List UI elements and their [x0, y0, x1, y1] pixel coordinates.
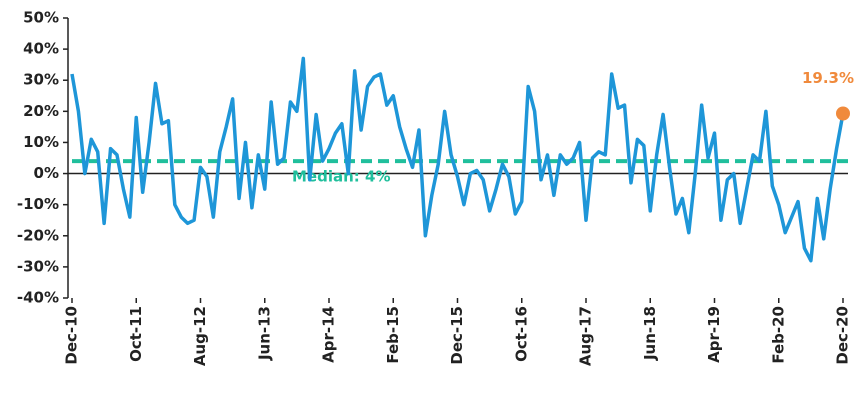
- y-tick-label: -10%: [17, 195, 59, 213]
- x-tick-label: Jun-18: [641, 306, 659, 361]
- y-tick-label: -40%: [17, 289, 59, 307]
- x-tick-label: Oct-11: [127, 306, 145, 362]
- y-tick-label: 20%: [23, 102, 59, 120]
- x-tick-label: Aug-12: [191, 306, 209, 366]
- y-tick-label: -30%: [17, 257, 59, 275]
- x-tick-label: Dec-20: [834, 306, 852, 365]
- y-tick-label: 40%: [23, 40, 59, 58]
- x-tick-label: Feb-15: [384, 306, 402, 364]
- x-tick-label: Apr-14: [320, 306, 338, 363]
- y-tick-label: 0%: [34, 164, 59, 182]
- line: [70, 56, 845, 263]
- y-tick-label: 50%: [23, 9, 59, 27]
- y-tick-label: 30%: [23, 71, 59, 89]
- x-tick-label: Dec-10: [63, 306, 81, 365]
- x-tick-label: Dec-15: [448, 306, 466, 365]
- x-tick-label: Jun-13: [255, 306, 273, 361]
- y-tick-label: -20%: [17, 226, 59, 244]
- end-point: [836, 106, 850, 121]
- x-tick-label: Feb-20: [769, 306, 787, 364]
- x-tick-label: Apr-19: [705, 306, 723, 363]
- y-tick-label: 10%: [23, 133, 59, 151]
- value-label: 19.3%: [802, 69, 854, 87]
- median-label: Median: 4%: [292, 168, 390, 186]
- x-tick-label: Aug-17: [577, 306, 595, 366]
- x-tick-label: Oct-16: [512, 306, 530, 362]
